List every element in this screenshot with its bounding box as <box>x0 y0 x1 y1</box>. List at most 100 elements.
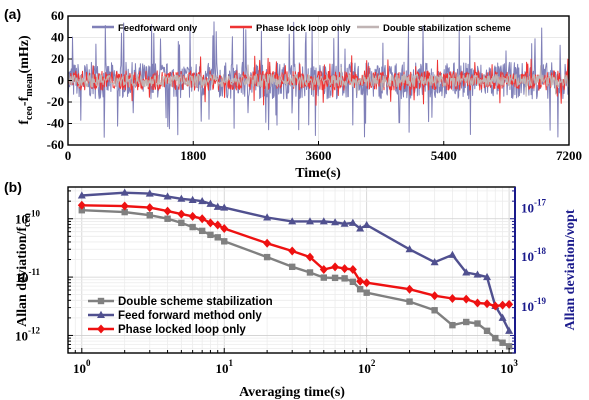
marker-diamond <box>319 264 328 274</box>
marker-triangle <box>163 192 172 200</box>
marker-diamond <box>356 276 365 286</box>
tick-label-x: 7200 <box>556 148 582 163</box>
tick-label-y: 10-10 <box>15 209 40 227</box>
marker-square <box>331 274 339 282</box>
marker-triangle <box>362 220 371 229</box>
marker-diamond <box>362 278 371 288</box>
marker-square <box>431 307 438 314</box>
marker-square <box>214 234 221 241</box>
marker-diamond <box>206 218 215 228</box>
marker-square <box>78 207 86 214</box>
marker-triangle <box>348 218 357 226</box>
legend-label: Double stabilization scheme <box>383 23 511 34</box>
panel-a-label: (a) <box>4 6 21 22</box>
marker-diamond <box>331 262 340 272</box>
ylabel-allan: Allan deviation/f <box>15 227 30 327</box>
marker-triangle <box>473 270 482 278</box>
marker-square <box>97 297 105 305</box>
series-line-0 <box>81 209 510 348</box>
marker-diamond <box>405 284 414 294</box>
svg-text:Allan deviation/fceo: Allan deviation/fceo <box>15 213 33 327</box>
ylabel-minus-f: -f <box>17 96 32 106</box>
marker-diamond <box>213 220 222 230</box>
marker-triangle <box>213 202 222 210</box>
ylabel-sub-mean: mean <box>24 73 35 97</box>
panel-b-right-ylabel: Allan deviation/νopt <box>563 209 578 330</box>
panel-b-series <box>77 188 514 350</box>
marker-diamond <box>448 293 457 303</box>
tick-label-x: 102 <box>358 358 376 376</box>
panel-b-legend: Double scheme stabilization Feed forward … <box>88 296 273 336</box>
tick-label-y: 20 <box>51 51 64 66</box>
marker-square <box>505 343 513 350</box>
marker-diamond <box>198 214 207 224</box>
marker-diamond <box>462 294 471 304</box>
marker-square <box>474 320 481 327</box>
marker-square <box>164 215 171 222</box>
panel-b-xlabel: Averaging time(s) <box>239 385 345 400</box>
marker-diamond <box>491 301 500 311</box>
tick-label-x: 5400 <box>431 148 457 163</box>
marker-diamond <box>177 209 186 219</box>
marker-triangle <box>198 196 207 205</box>
marker-square <box>178 219 185 227</box>
legend-label: Phase locked loop only <box>118 324 246 336</box>
marker-square <box>492 334 499 342</box>
marker-square <box>363 289 370 296</box>
marker-diamond <box>498 300 507 310</box>
marker-diamond <box>188 211 197 221</box>
marker-square <box>349 278 357 286</box>
marker-square <box>463 318 470 326</box>
series-trace-2 <box>67 64 570 97</box>
legend-label: Feed forward method only <box>118 310 262 322</box>
svg-text:fceo-fmean(mHz): fceo-fmean(mHz) <box>17 35 35 125</box>
marker-square <box>320 274 327 281</box>
marker-triangle <box>405 245 414 253</box>
marker-square <box>263 253 271 261</box>
tick-label-y-right: 10-19 <box>521 296 546 314</box>
marker-square <box>406 298 413 305</box>
tick-label-y: 40 <box>51 30 64 45</box>
marker-triangle <box>120 188 129 196</box>
marker-triangle <box>263 213 272 221</box>
marker-square <box>341 275 348 282</box>
marker-triangle <box>505 326 514 334</box>
ylabel-sub-ceo: ceo <box>24 106 35 120</box>
panel-b-ylabel: Allan deviation/fceo <box>15 213 33 327</box>
marker-diamond <box>145 203 154 213</box>
marker-diamond <box>163 206 172 216</box>
tick-label-y-right: 10-18 <box>521 246 546 264</box>
tick-label-x: 101 <box>215 358 233 376</box>
marker-triangle <box>77 191 86 199</box>
marker-diamond <box>340 264 349 274</box>
marker-diamond <box>120 201 129 211</box>
series-line-2 <box>81 204 510 308</box>
series-trace-1 <box>67 55 570 106</box>
marker-diamond <box>97 324 105 334</box>
marker-triangle <box>97 310 105 318</box>
marker-diamond <box>220 224 229 234</box>
svg-text:Allan deviation/νopt: Allan deviation/νopt <box>563 209 578 330</box>
tick-label-y: 10-12 <box>15 325 40 343</box>
panel-a-xlabel: Time(s) <box>295 166 341 181</box>
legend-label: Phase lock loop only <box>256 23 351 34</box>
ylabel-unit: (mHz) <box>17 35 32 73</box>
marker-triangle <box>206 199 215 207</box>
ylabel-sub-ceo-b: ceo <box>22 213 33 227</box>
marker-square <box>198 227 206 235</box>
marker-diamond <box>288 246 297 256</box>
marker-triangle <box>331 218 340 226</box>
marker-square <box>483 327 491 335</box>
legend-label: Double scheme stabilization <box>118 296 273 308</box>
marker-triangle <box>220 203 229 211</box>
marker-diamond <box>263 238 272 248</box>
marker-square <box>306 269 314 276</box>
ylabel-f: f <box>17 120 32 125</box>
marker-square <box>189 223 196 231</box>
panel-a-ylabel: fceo-fmean(mHz) <box>17 35 35 125</box>
marker-square <box>288 263 296 271</box>
marker-diamond <box>305 252 314 262</box>
marker-triangle <box>177 194 186 202</box>
marker-square <box>146 212 153 219</box>
series-line-1 <box>81 191 511 332</box>
